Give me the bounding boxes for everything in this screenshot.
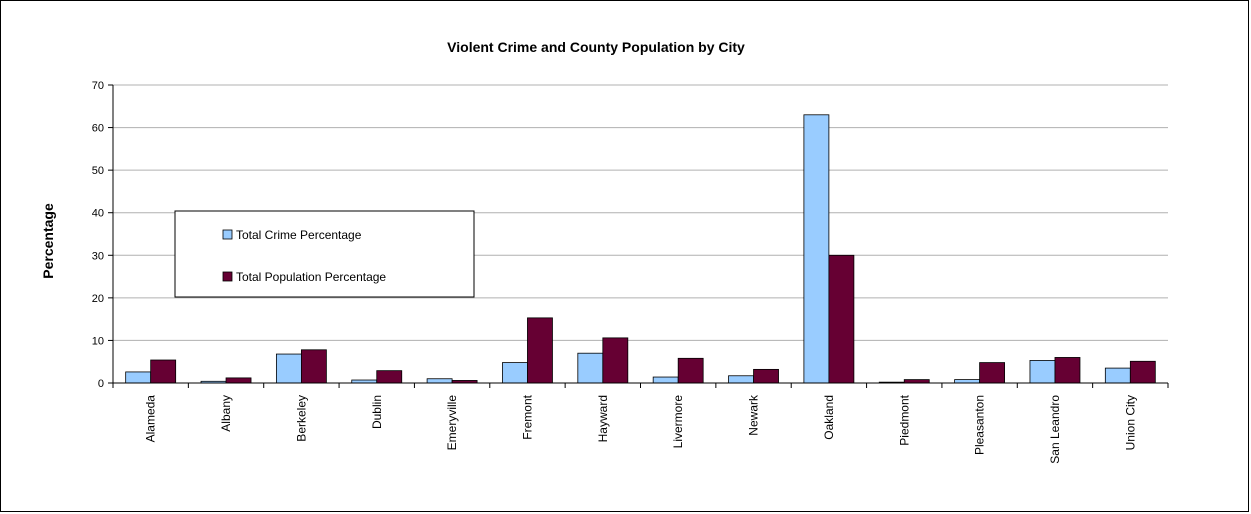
- legend-swatch-crime: [222, 229, 233, 240]
- x-category-label: Berkeley: [294, 395, 308, 442]
- bar-crime: [728, 375, 754, 384]
- x-category-label: Piedmont: [897, 394, 911, 445]
- x-category-label: Union City: [1123, 395, 1137, 450]
- bar-population: [602, 337, 629, 384]
- bar-population: [225, 377, 252, 384]
- y-tick-label: 20: [92, 293, 104, 305]
- bar-crime: [1029, 360, 1056, 384]
- bar-crime: [426, 378, 453, 384]
- y-tick-label: 10: [92, 335, 104, 347]
- bar-population: [150, 359, 177, 384]
- y-tick-label: 40: [92, 208, 104, 220]
- x-category-label: Newark: [747, 394, 761, 436]
- x-category-label: Alameda: [144, 395, 158, 443]
- y-tick-label: 60: [92, 123, 104, 135]
- bar-population: [527, 317, 553, 384]
- bar-population: [903, 379, 930, 384]
- bars: [125, 114, 1156, 384]
- y-axis-label: Percentage: [40, 203, 56, 279]
- x-category-label: San Leandro: [1048, 395, 1062, 464]
- x-category-label: Fremont: [520, 394, 534, 439]
- legend-label-crime: Total Crime Percentage: [236, 228, 362, 242]
- legend-box: [174, 210, 475, 298]
- bar-crime: [275, 353, 302, 384]
- y-tick-label: 30: [92, 250, 104, 262]
- bar-population: [376, 370, 403, 384]
- x-category-label: Pleasanton: [973, 395, 987, 455]
- bar-population: [828, 254, 855, 384]
- legend-label-population: Total Population Percentage: [236, 270, 386, 284]
- x-category-label: Livermore: [671, 395, 685, 449]
- bar-population: [677, 357, 704, 384]
- bar-crime: [954, 379, 981, 384]
- bar-population: [1129, 360, 1156, 384]
- bar-crime: [803, 114, 830, 384]
- bar-population: [979, 362, 1006, 384]
- legend: Total Crime Percentage Total Population …: [174, 210, 475, 298]
- bar-population: [1054, 357, 1081, 384]
- bar-population: [300, 349, 327, 384]
- x-category-label: Albany: [219, 395, 233, 432]
- y-tick-label: 70: [92, 80, 104, 92]
- x-category-label: Hayward: [596, 395, 610, 442]
- x-category-label: Oakland: [822, 395, 836, 440]
- x-category-label: Dublin: [370, 395, 384, 429]
- bar-population: [753, 368, 779, 384]
- bar-crime: [125, 371, 152, 384]
- x-category-label: Emeryville: [445, 395, 459, 451]
- bar-crime: [577, 352, 604, 384]
- bar-crime: [1104, 367, 1131, 384]
- bar-crime: [502, 362, 528, 384]
- bar-crime: [652, 376, 679, 384]
- y-tick-label: 50: [92, 165, 104, 177]
- y-tick-label: 0: [98, 378, 104, 390]
- legend-swatch-population: [222, 271, 233, 282]
- chart-title: Violent Crime and County Population by C…: [447, 39, 745, 55]
- axes: 0 10 20 30 40 50 60 70 Alameda Albany Berkeley Dubl…: [92, 80, 1169, 464]
